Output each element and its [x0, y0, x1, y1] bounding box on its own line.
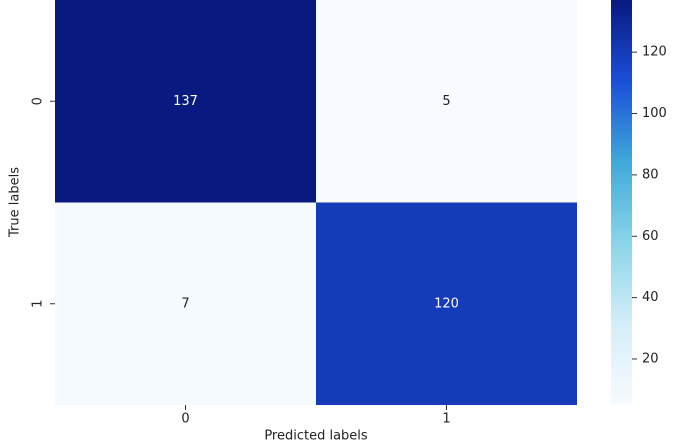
- colorbar-tick-label: 120: [642, 45, 667, 60]
- x-tick-label: 1: [442, 412, 450, 427]
- colorbar: [611, 0, 632, 405]
- cell-label: 5: [442, 94, 450, 109]
- y-tick-label: 1: [31, 300, 46, 308]
- y-axis-label: True labels: [8, 167, 23, 238]
- x-axis-label: Predicted labels: [264, 429, 368, 444]
- cell-label: 7: [181, 296, 189, 311]
- colorbar-tick-label: 60: [642, 229, 659, 244]
- heatmap-cell: [55, 0, 316, 203]
- colorbar-tick-label: 100: [642, 106, 667, 121]
- x-tick-label: 0: [181, 412, 189, 427]
- colorbar-tick-label: 80: [642, 167, 659, 182]
- heatmap-cell: [316, 202, 577, 405]
- cell-label: 120: [434, 296, 459, 311]
- colorbar-tick-label: 40: [642, 290, 659, 305]
- y-tick-label: 0: [31, 97, 46, 105]
- colorbar-tick-label: 20: [642, 351, 659, 366]
- heatmap-cell: [316, 0, 577, 203]
- cell-label: 137: [173, 94, 198, 109]
- heatmap-cell: [55, 202, 316, 405]
